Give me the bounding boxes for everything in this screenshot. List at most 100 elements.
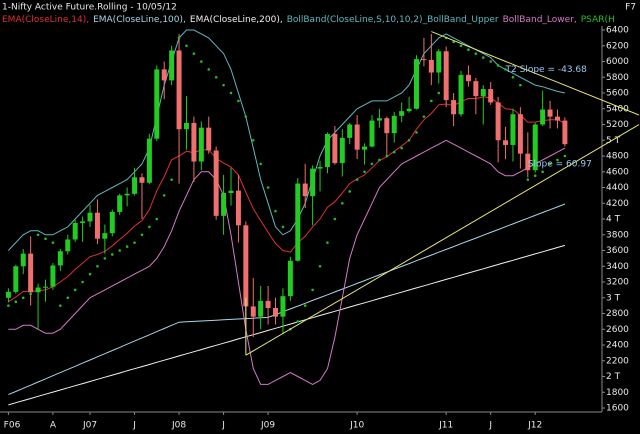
candle-body <box>132 177 138 194</box>
x-tick-label: J12 <box>527 421 542 431</box>
candle-body <box>80 221 86 223</box>
candle-body <box>287 260 293 297</box>
psar-dot <box>14 300 18 303</box>
candle-body <box>154 69 160 139</box>
candle-body <box>176 50 182 130</box>
psar-dot <box>259 162 262 166</box>
candle-body <box>94 212 100 239</box>
psar-dot <box>133 241 136 244</box>
psar-dot <box>44 237 47 240</box>
psar-dot <box>29 292 32 296</box>
candle-body <box>243 225 249 307</box>
y-tick-label: 6200 <box>606 41 629 51</box>
candle-body <box>517 114 523 154</box>
psar-dot <box>214 75 218 79</box>
psar-dot <box>392 150 396 154</box>
trendline <box>245 124 640 356</box>
candle-body <box>354 124 360 150</box>
psar-dot <box>311 288 314 292</box>
x-tick-label: F06 <box>4 421 21 431</box>
candle-body <box>57 251 63 266</box>
candle-body <box>332 133 338 164</box>
psar-dot <box>378 158 381 162</box>
x-tick-label: J <box>488 421 492 431</box>
x-tick-label: J <box>221 421 225 431</box>
y-tick-label: 2200 <box>606 356 629 366</box>
psar-dot <box>281 225 285 229</box>
y-tick-label: 5800 <box>606 73 629 83</box>
psar-dot <box>110 253 114 256</box>
candle-body <box>503 140 509 145</box>
candle-body <box>146 138 152 183</box>
psar-dot <box>7 304 10 307</box>
y-tick-label: 3200 <box>606 278 629 288</box>
indicator-line <box>8 244 566 406</box>
y-tick-label: 3600 <box>606 246 629 256</box>
y-tick-label: 5400 <box>606 104 629 114</box>
psar-dot <box>103 257 107 260</box>
psar-dot <box>244 115 248 118</box>
candle-body <box>265 300 271 308</box>
psar-dot <box>415 131 418 134</box>
psar-dot <box>519 83 522 87</box>
candle-body <box>109 211 115 234</box>
psar-dot <box>341 201 344 205</box>
candle-body <box>339 137 345 164</box>
psar-dot <box>563 154 567 158</box>
psar-dot <box>422 115 426 118</box>
candle-body <box>510 114 516 145</box>
candle-body <box>206 127 212 151</box>
y-tick-label: 3400 <box>606 262 629 272</box>
psar-dot <box>66 296 70 300</box>
psar-dot <box>251 138 255 142</box>
psar-dot <box>407 138 411 142</box>
psar-dot <box>148 225 151 229</box>
psar-dot <box>363 170 366 174</box>
y-tick-label: 4600 <box>606 167 629 177</box>
psar-dot <box>496 64 500 67</box>
candle-body <box>161 69 167 81</box>
candle-body <box>273 307 279 317</box>
psar-dot <box>237 99 240 103</box>
candle-body <box>102 233 108 239</box>
candle-body <box>480 89 486 97</box>
corner-label: F7 <box>625 3 636 13</box>
candle-body <box>5 291 11 298</box>
candle-body <box>72 222 78 240</box>
candle-body <box>124 193 130 196</box>
chart-title: 1-Nifty Active Future.Rolling - 10/05/12 <box>2 3 177 13</box>
y-tick-label: 6000 <box>606 57 629 67</box>
psar-dot <box>430 99 433 103</box>
psar-dot <box>400 146 403 150</box>
candle-body <box>295 183 301 261</box>
psar-dot <box>318 264 322 268</box>
y-tick-label: 1800 <box>606 388 629 398</box>
psar-dot <box>96 264 99 268</box>
y-tick-label: 5600 <box>606 89 629 99</box>
psar-dot <box>140 233 144 237</box>
psar-dot <box>170 178 173 181</box>
psar-dot <box>51 241 55 244</box>
candle-body <box>228 190 234 194</box>
candle-body <box>458 74 464 115</box>
candle-body <box>443 51 449 101</box>
y-tick-label: 4200 <box>606 199 629 209</box>
candle-body <box>50 265 56 287</box>
psar-dot <box>370 162 374 166</box>
psar-dot <box>200 60 203 63</box>
psar-dot <box>155 217 159 221</box>
x-tick-label: J08 <box>171 421 186 431</box>
indicator-line <box>8 203 566 396</box>
legend-entry: EMA(CloseLine,200), <box>190 15 283 25</box>
psar-dot <box>459 44 463 48</box>
legend: EMA(CloseLine,14), EMA(CloseLine,100), EMA… <box>2 15 615 25</box>
psar-dot <box>222 83 225 87</box>
candle-body <box>20 253 26 267</box>
candle-body <box>414 59 419 109</box>
psar-dot <box>36 233 40 237</box>
legend-entry: PSAR(H <box>581 15 615 25</box>
psar-dot <box>303 304 307 307</box>
psar-dot <box>511 75 515 79</box>
x-tick-label: J10 <box>349 421 364 431</box>
